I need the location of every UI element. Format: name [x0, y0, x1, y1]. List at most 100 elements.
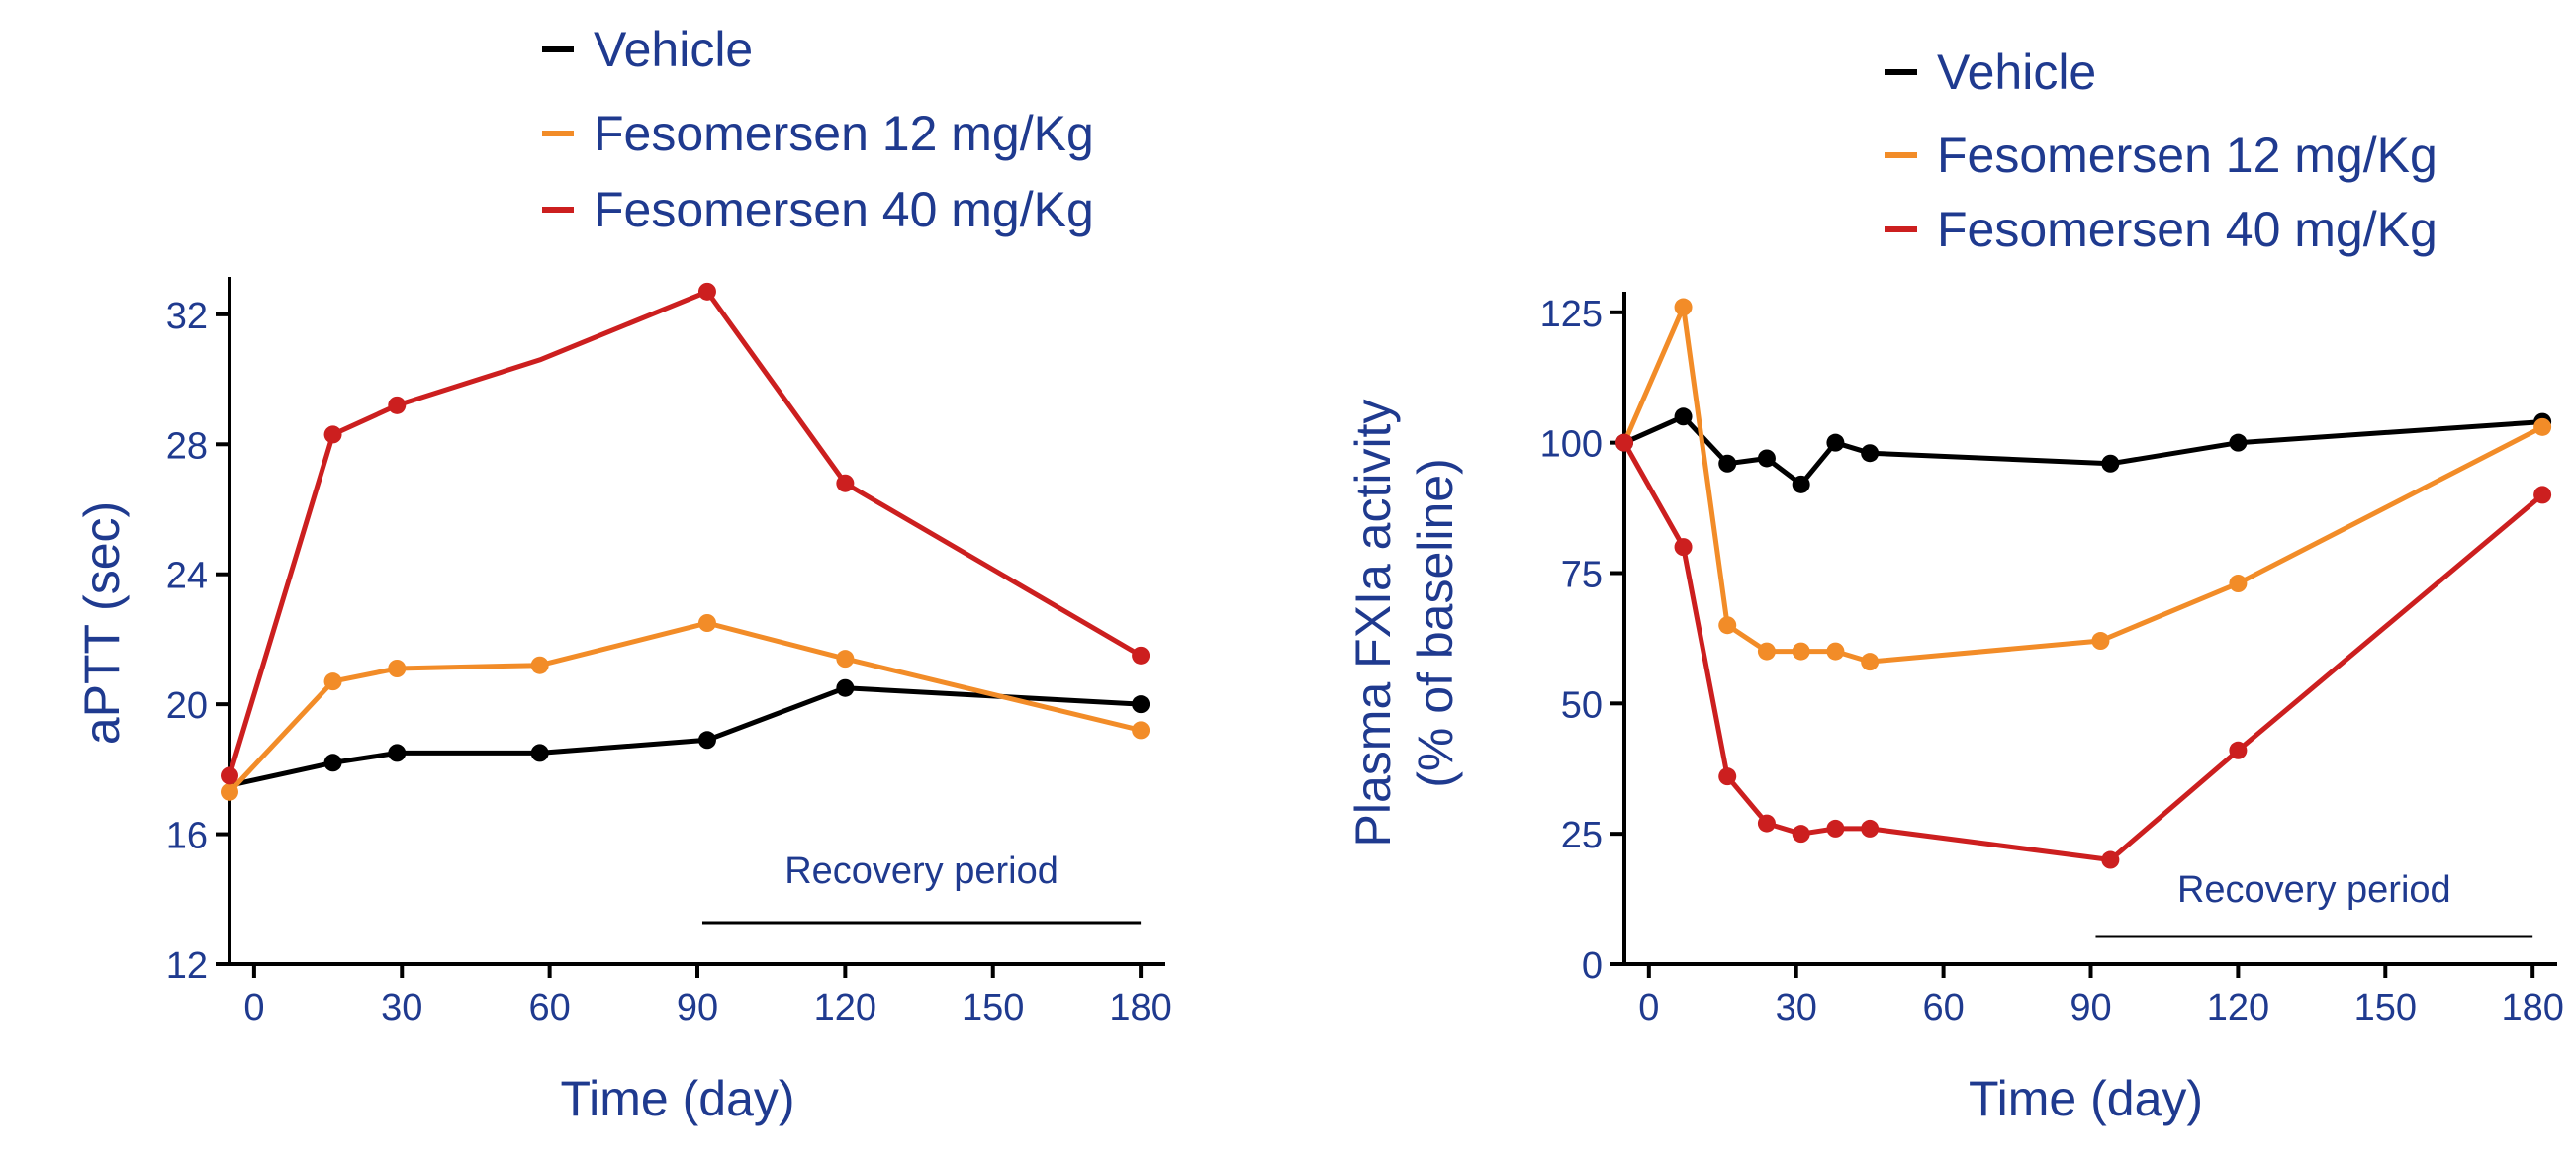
data-point — [323, 425, 342, 444]
legend-label-vehicle: Vehicle — [594, 22, 753, 77]
data-point — [2229, 741, 2248, 759]
data-point — [2101, 850, 2120, 869]
data-point — [1861, 653, 1880, 671]
y-tick-label: 0 — [1582, 945, 1603, 987]
data-point — [388, 396, 407, 414]
y-axis-label-line-1: Plasma FXIa activity — [1345, 400, 1401, 847]
x-tick-label: 60 — [528, 987, 570, 1028]
recovery-period-label: Recovery period — [784, 850, 1058, 892]
data-point — [1674, 407, 1693, 426]
legend-label-fes12: Fesomersen 12 mg/Kg — [1937, 128, 2438, 183]
y-tick-label: 125 — [1540, 294, 1603, 335]
data-point — [1826, 819, 1845, 838]
series-line-fes40 — [227, 289, 1143, 777]
legend-label-fes40: Fesomersen 40 mg/Kg — [594, 182, 1094, 237]
y-tick-label: 100 — [1540, 424, 1603, 466]
series-fes12 — [221, 614, 1150, 801]
data-point — [1757, 642, 1776, 661]
data-point — [1718, 767, 1737, 786]
data-point — [323, 672, 342, 691]
data-point — [1757, 449, 1776, 468]
data-point — [2229, 575, 2248, 593]
data-point — [388, 660, 407, 677]
y-tick-label: 25 — [1561, 815, 1603, 856]
data-point — [2229, 433, 2248, 452]
series-line-vehicle — [229, 685, 1142, 788]
data-point — [836, 650, 855, 669]
series-line-fes12 — [1621, 305, 2544, 665]
data-point — [1132, 646, 1150, 665]
x-tick-label: 150 — [2354, 987, 2417, 1028]
x-tick-label: 0 — [1638, 987, 1659, 1028]
data-point — [2101, 454, 2120, 473]
series-vehicle — [229, 678, 1150, 788]
data-point — [1132, 695, 1150, 714]
data-point — [1792, 825, 1810, 844]
data-point — [1861, 819, 1880, 838]
series-vehicle — [1615, 407, 2552, 493]
series-fes12 — [1621, 298, 2552, 671]
data-point — [1757, 814, 1776, 833]
y-axis-label: aPTT (sec) — [74, 501, 130, 745]
data-point — [697, 282, 716, 301]
y-tick-label: 32 — [166, 296, 208, 337]
data-point — [1861, 444, 1880, 463]
data-point — [1674, 538, 1693, 557]
data-point — [1826, 433, 1845, 452]
data-point — [1132, 721, 1150, 740]
data-point — [697, 731, 716, 750]
data-point — [1615, 433, 1633, 452]
data-point — [2533, 486, 2552, 504]
series-fes40 — [221, 282, 1150, 785]
y-tick-label: 50 — [1561, 684, 1603, 726]
series-line-fes12 — [228, 620, 1142, 794]
x-tick-label: 150 — [962, 987, 1024, 1028]
data-point — [1792, 642, 1810, 661]
data-point — [2533, 417, 2552, 436]
series-line-fes40 — [1621, 441, 2544, 862]
y-tick-label: 20 — [166, 685, 208, 727]
y-tick-label: 75 — [1561, 554, 1603, 595]
x-tick-label: 30 — [381, 987, 422, 1028]
y-axis-label-line-2: (% of baseline) — [1408, 458, 1463, 788]
data-point — [836, 678, 855, 697]
data-point — [836, 474, 855, 492]
x-axis-label: Time (day) — [1969, 1071, 2203, 1126]
data-point — [1826, 642, 1845, 661]
data-point — [530, 656, 549, 674]
legend-label-vehicle: Vehicle — [1937, 45, 2096, 100]
data-point — [1674, 298, 1693, 316]
legend-label-fes12: Fesomersen 12 mg/Kg — [594, 106, 1094, 161]
data-point — [1792, 475, 1810, 493]
x-tick-label: 180 — [1109, 987, 1171, 1028]
data-point — [2091, 632, 2110, 651]
y-tick-label: 24 — [166, 556, 208, 597]
x-tick-label: 90 — [677, 987, 718, 1028]
series-fes40 — [1615, 433, 2552, 869]
fxia-chart: 0 25 50 75 100 125 0 30 60 90 120 150 180 Time (day) P… — [1345, 45, 2564, 1126]
data-point — [221, 782, 238, 801]
data-point — [530, 744, 549, 762]
x-tick-label: 30 — [1776, 987, 1817, 1028]
data-point — [1718, 616, 1737, 635]
data-point — [221, 766, 238, 785]
series-line-vehicle — [1622, 413, 2543, 488]
aptt-chart: 12 16 20 24 28 32 0 30 60 90 120 150 180 Time (day) aP… — [74, 22, 1172, 1126]
recovery-period-label: Recovery period — [2177, 869, 2451, 911]
data-point — [697, 614, 716, 632]
x-tick-label: 180 — [2501, 987, 2563, 1028]
x-tick-label: 0 — [243, 987, 264, 1028]
y-tick-label: 28 — [166, 425, 208, 467]
x-tick-label: 90 — [2070, 987, 2111, 1028]
x-tick-label: 120 — [2207, 987, 2269, 1028]
data-point — [323, 754, 342, 772]
legend-label-fes40: Fesomersen 40 mg/Kg — [1937, 202, 2438, 257]
data-point — [388, 744, 407, 762]
data-point — [1718, 454, 1737, 473]
x-tick-label: 120 — [814, 987, 876, 1028]
y-tick-label: 12 — [166, 945, 208, 987]
x-axis-label: Time (day) — [560, 1071, 794, 1126]
y-tick-label: 16 — [166, 816, 208, 857]
x-tick-label: 60 — [1922, 987, 1964, 1028]
